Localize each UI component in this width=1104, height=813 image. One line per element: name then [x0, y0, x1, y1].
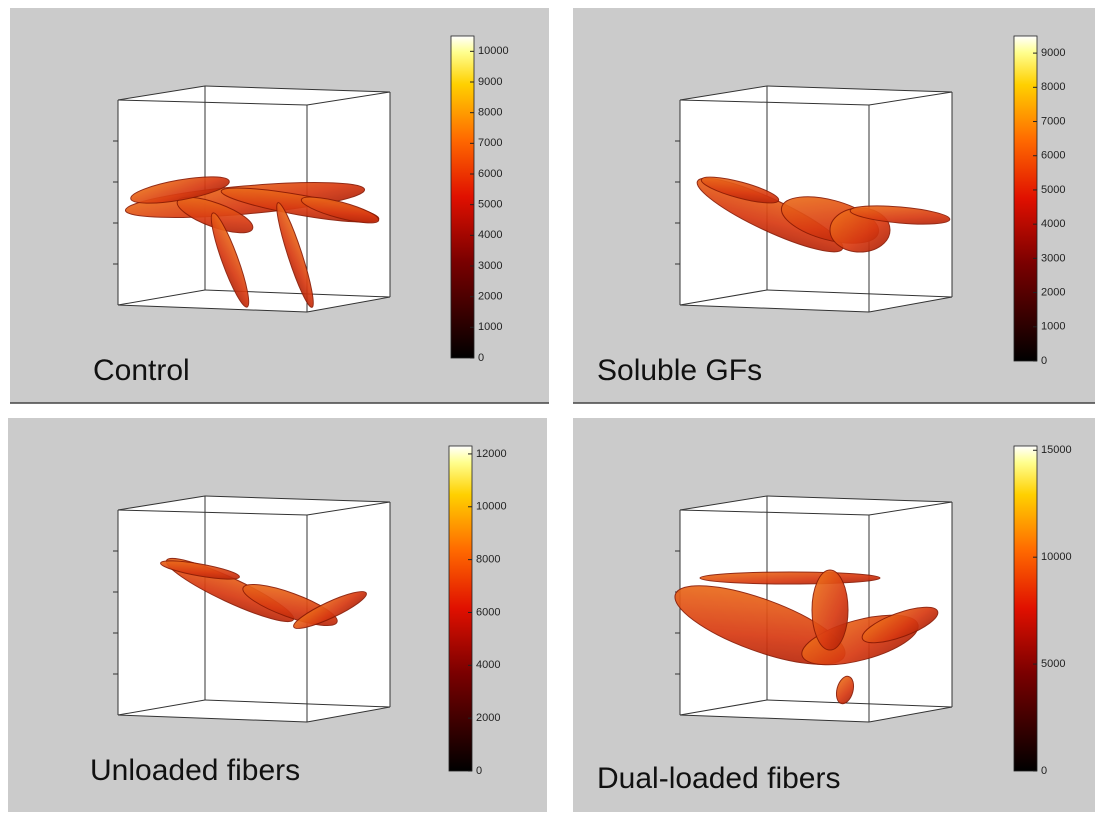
figure: Control 0 1000 2000 3000 4000 5000 6000 7000 8000… [0, 0, 1104, 813]
colorbar-tick-label: 7000 [1041, 115, 1065, 127]
colorbar-tick-label: 2000 [478, 291, 502, 303]
tissue-render [812, 570, 848, 650]
panel-label: Unloaded fibers [90, 754, 300, 787]
panel-label: Soluble GFs [597, 354, 762, 387]
colorbar-tick-label: 7000 [478, 137, 502, 149]
colorbar-tick-label: 4000 [478, 229, 502, 241]
colorbar-tick-label: 3000 [478, 260, 502, 272]
colorbar-tick-label: 12000 [476, 448, 507, 460]
colorbar-tick-label: 8000 [476, 554, 500, 566]
colorbar-tick-label: 10000 [1041, 551, 1072, 563]
colorbar-tick-label: 1000 [1041, 321, 1065, 333]
colorbar-tick-label: 0 [476, 765, 482, 777]
panel: Control 0 1000 2000 3000 4000 5000 6000 7000 8000… [10, 8, 549, 403]
colorbar [449, 446, 472, 771]
panel: Dual-loaded fibers 0 5000 10000 15000 [573, 418, 1095, 812]
colorbar-tick-label: 0 [1041, 355, 1047, 367]
colorbar-tick-label: 2000 [1041, 286, 1065, 298]
tissue-render [700, 572, 880, 584]
colorbar-tick-label: 9000 [1041, 47, 1065, 59]
colorbar-tick-label: 1000 [478, 321, 502, 333]
colorbar-tick-label: 5000 [1041, 184, 1065, 196]
colorbar [451, 36, 474, 358]
colorbar-tick-label: 10000 [476, 501, 507, 513]
colorbar [1014, 36, 1037, 361]
colorbar [1014, 446, 1037, 771]
panel-label: Control [93, 354, 190, 387]
colorbar-tick-label: 6000 [1041, 150, 1065, 162]
panel: Unloaded fibers 0 2000 4000 6000 8000 10000 120… [8, 418, 547, 812]
panel-label: Dual-loaded fibers [597, 762, 840, 795]
colorbar-tick-label: 5000 [1041, 658, 1065, 670]
colorbar-tick-label: 9000 [478, 76, 502, 88]
colorbar-tick-label: 15000 [1041, 444, 1072, 456]
colorbar-tick-label: 3000 [1041, 252, 1065, 264]
colorbar-tick-label: 8000 [1041, 81, 1065, 93]
colorbar-tick-label: 4000 [476, 659, 500, 671]
colorbar-tick-label: 6000 [476, 606, 500, 618]
colorbar-tick-label: 8000 [478, 107, 502, 119]
colorbar-tick-label: 0 [1041, 765, 1047, 777]
colorbar-tick-label: 4000 [1041, 218, 1065, 230]
colorbar-tick-label: 6000 [478, 168, 502, 180]
colorbar-tick-label: 0 [478, 352, 484, 364]
colorbar-tick-label: 2000 [476, 712, 500, 724]
panel: Soluble GFs 0 1000 2000 3000 4000 5000 6000 7000… [573, 8, 1095, 403]
colorbar-tick-label: 5000 [478, 199, 502, 211]
colorbar-tick-label: 10000 [478, 45, 509, 57]
